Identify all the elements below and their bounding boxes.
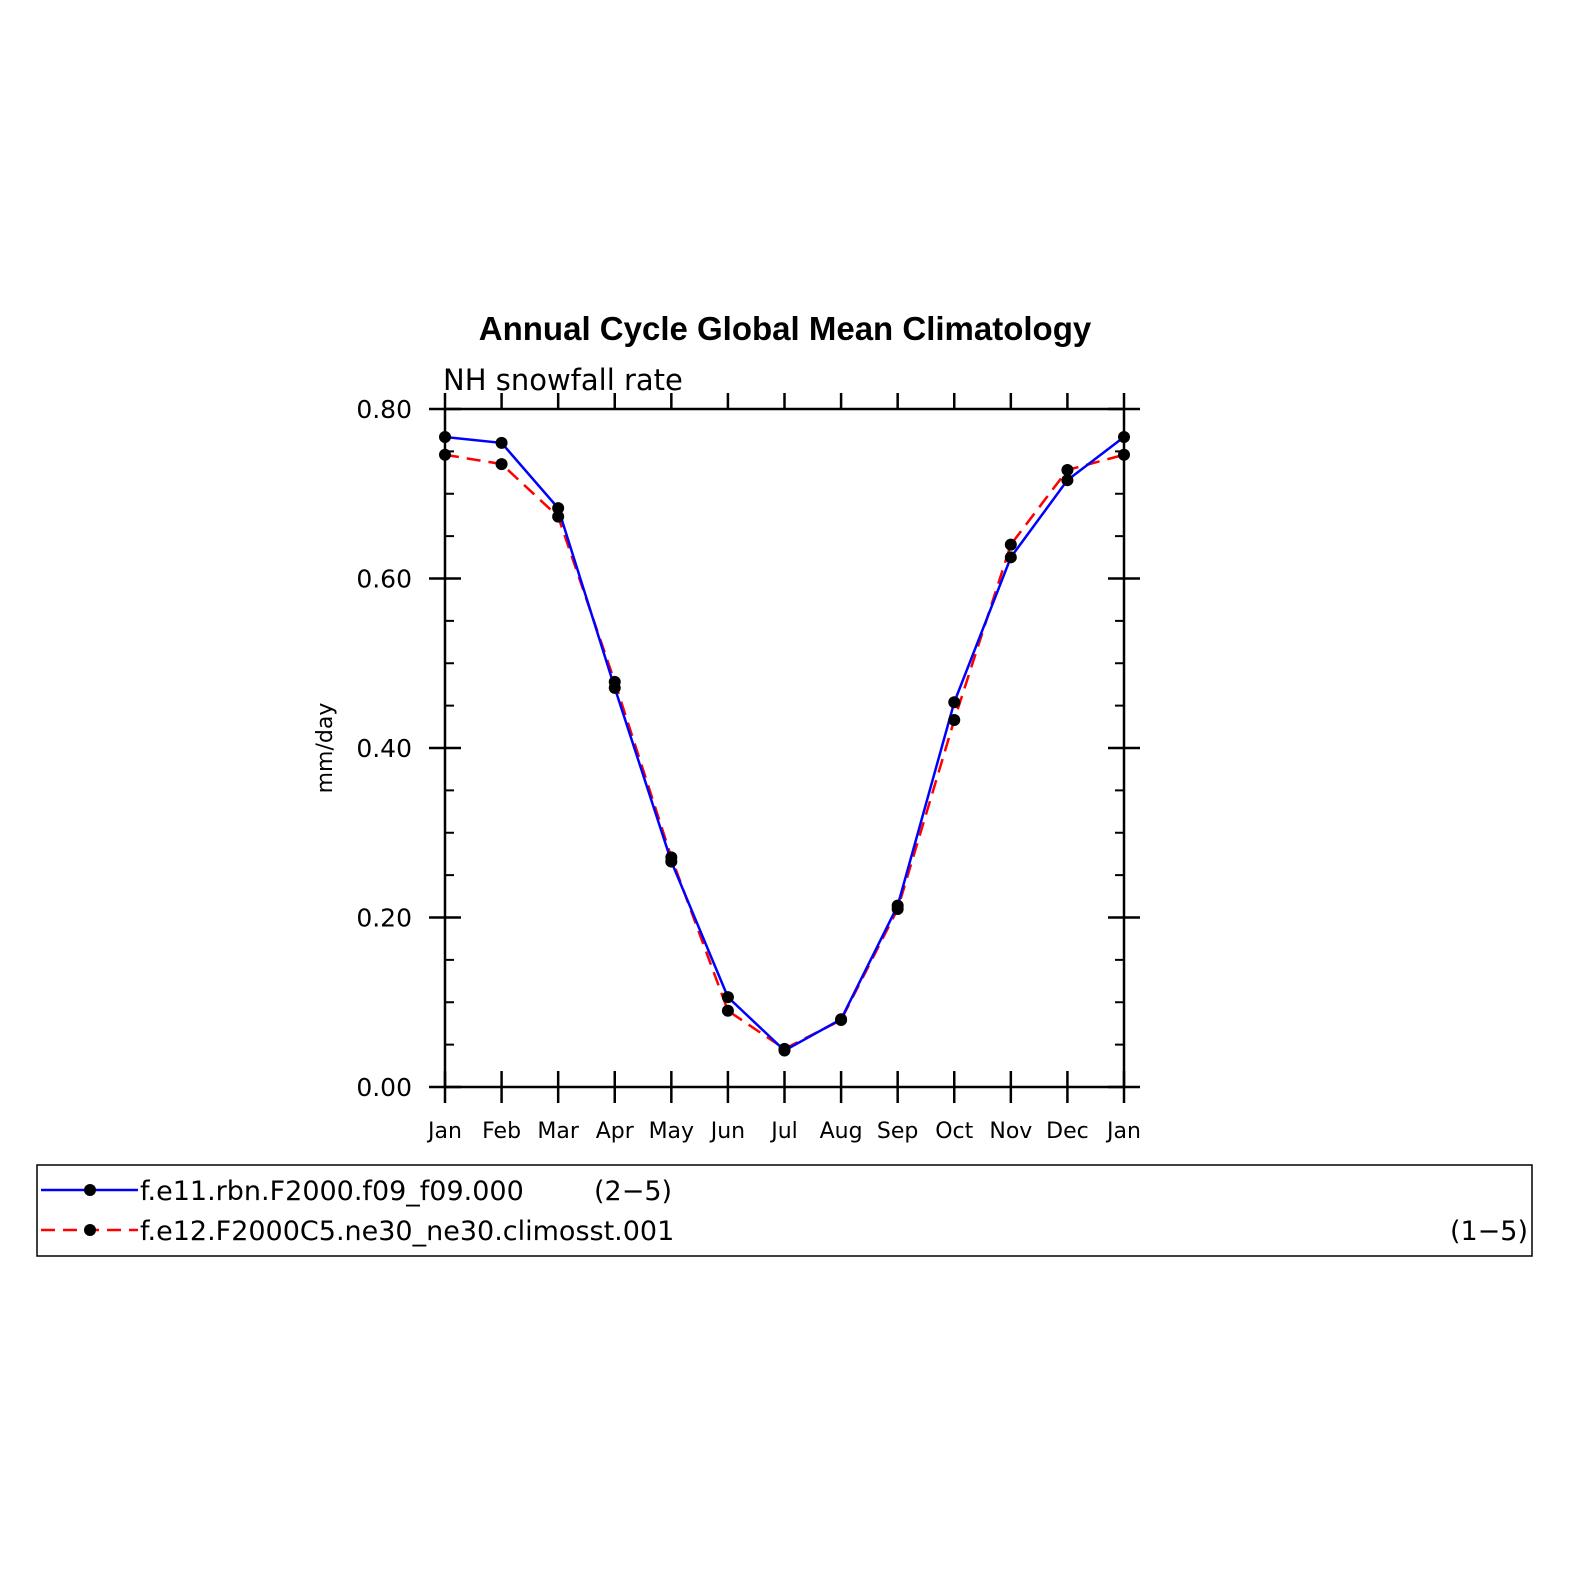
series-2-point [665,851,678,864]
y-tick-label: 0.20 [356,904,412,933]
x-tick-label: Mar [537,1119,579,1144]
series-2-point [891,903,904,916]
series-1-point [948,696,961,709]
series-2-point [552,510,565,523]
legend-marker-1 [84,1184,96,1196]
series-2-point [1118,448,1130,461]
series-1-point [1061,474,1074,487]
series-2-point [608,675,621,688]
legend-note-1: (2−5) [594,1176,672,1207]
legend-marker-2 [84,1224,96,1236]
legend: f.e11.rbn.F2000.f09_f09.000 f.e12.F2000C5… [36,1164,1533,1257]
series-2-point [778,1042,791,1055]
series-1-point [1118,430,1130,443]
series-2-point [1004,538,1017,551]
series-1-point [495,436,508,449]
series-1-point [1004,551,1017,564]
series-line-1 [444,435,1125,1053]
chart-title: Annual Cycle Global Mean Climatology [479,310,1092,347]
chart-subtitle: NH snowfall rate [443,363,683,397]
x-tick-label: Oct [935,1119,973,1144]
series-layer [439,430,1130,1057]
legend-note-2: (1−5) [1450,1216,1528,1247]
x-tick-label: Feb [482,1119,521,1144]
series-2-point [948,714,961,727]
series-1-point [721,991,734,1004]
x-tick-label: May [649,1119,694,1144]
x-tick-label: Nov [989,1119,1032,1144]
x-tick-label: Dec [1046,1119,1089,1144]
legend-label-2: f.e12.F2000C5.ne30_ne30.climosst.001 [140,1216,674,1247]
x-tick-label: Sep [877,1119,918,1144]
x-tick-label: Jun [709,1119,745,1144]
series-1-point [552,502,565,515]
x-tick-label: Aug [820,1119,863,1144]
series-2-point [1061,464,1074,477]
y-tick-label: 0.60 [356,565,412,594]
series-2-point [835,1014,848,1027]
y-axis-label: mm/day [313,703,338,794]
series-2-point [439,448,451,461]
plot-frame [443,407,1126,1089]
x-tick-label: Apr [596,1119,635,1144]
series-2-point [721,1004,734,1017]
legend-label-1: f.e11.rbn.F2000.f09_f09.000 [140,1176,524,1207]
x-tick-label: Jan [1105,1119,1141,1144]
legend-box [36,1164,1533,1257]
series-1-point [439,430,451,443]
y-tick-label: 0.40 [356,734,412,763]
x-tick-label: Jul [769,1119,798,1144]
axes: Jan Feb Mar Apr May Jun Jul Aug Sep Oct Nov Dec Jan 0… [356,393,1141,1144]
series-2-point [495,458,508,471]
y-tick-label: 0.00 [356,1073,412,1102]
x-tick-label: Jan [426,1119,462,1144]
y-tick-label: 0.80 [356,395,412,424]
